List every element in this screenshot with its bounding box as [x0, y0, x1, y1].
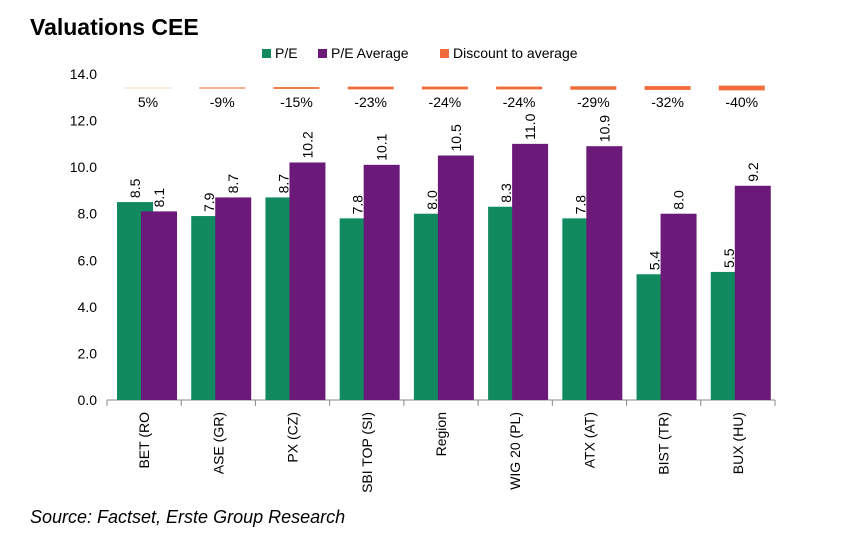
y-tick-label: 12.0	[70, 113, 97, 129]
legend-marker	[318, 49, 327, 58]
value-label: 8.0	[424, 190, 440, 210]
discount-label: -32%	[651, 94, 684, 110]
source: Source: Factset, Erste Group Research	[30, 507, 345, 527]
discount-mark	[644, 86, 691, 90]
value-label: 5.4	[647, 251, 663, 271]
value-label: 10.9	[596, 115, 612, 142]
bar	[437, 155, 474, 400]
value-label: 7.8	[350, 195, 366, 215]
value-label: 11.0	[522, 113, 538, 139]
bar	[141, 211, 177, 400]
value-label: 8.5	[127, 178, 143, 198]
bar	[734, 185, 771, 400]
legend-marker	[440, 49, 449, 58]
value-label: 5.5	[721, 248, 737, 268]
discount-label: -40%	[725, 94, 758, 110]
value-label: 8.0	[671, 190, 687, 210]
value-label: 8.7	[225, 174, 241, 194]
discount-label: -24%	[503, 94, 536, 110]
x-tick-label: ATX (AT)	[581, 412, 597, 468]
discount-mark	[125, 87, 171, 89]
x-tick-label: ASE (GR)	[210, 412, 226, 474]
value-label: 8.1	[151, 188, 167, 208]
y-tick-label: 10.0	[70, 159, 97, 175]
x-tick-label: BET (RO	[136, 412, 152, 469]
y-tick-label: 8.0	[78, 206, 98, 222]
bar	[215, 197, 252, 400]
discount-mark	[273, 87, 320, 89]
x-tick-label: SBI TOP (SI)	[359, 412, 375, 493]
discount-label: -23%	[354, 94, 387, 110]
y-tick-label: 6.0	[78, 252, 98, 268]
legend-label: Discount to average	[453, 45, 578, 61]
value-label: 7.9	[201, 192, 217, 212]
chart-title: Valuations CEE	[30, 14, 199, 40]
x-tick-label: WIG 20 (PL)	[507, 412, 523, 490]
bar	[363, 164, 400, 400]
discount-label: -29%	[577, 94, 610, 110]
bar	[289, 162, 326, 400]
y-tick-label: 4.0	[78, 299, 98, 315]
y-tick-label: 14.0	[70, 66, 97, 82]
discount-label: -15%	[280, 94, 313, 110]
x-tick-label: Region	[433, 412, 449, 456]
bar	[512, 143, 549, 400]
legend-label: P/E Average	[331, 45, 409, 61]
discount-mark	[347, 86, 394, 90]
bar	[660, 213, 697, 400]
legend-marker	[262, 49, 271, 58]
discount-mark	[199, 87, 246, 89]
value-label: 8.3	[498, 183, 514, 203]
legend-label: P/E	[275, 45, 298, 61]
y-tick-label: 2.0	[78, 345, 98, 361]
y-tick-label: 0.0	[78, 392, 98, 408]
value-label: 9.2	[745, 162, 761, 182]
discount-mark	[570, 86, 617, 90]
value-label: 7.8	[572, 195, 588, 215]
bar	[586, 146, 623, 400]
discount-mark	[496, 86, 543, 90]
discount-label: -24%	[429, 94, 462, 110]
discount-mark	[718, 85, 765, 91]
value-label: 8.7	[275, 174, 291, 194]
x-tick-label: BIST (TR)	[656, 412, 672, 475]
discount-label: -9%	[210, 94, 235, 110]
x-tick-label: BUX (HU)	[730, 412, 746, 474]
value-label: 10.5	[448, 124, 464, 151]
discount-label: 5%	[138, 94, 158, 110]
x-tick-label: PX (CZ)	[285, 412, 301, 463]
value-label: 10.2	[299, 131, 315, 158]
discount-mark	[421, 86, 468, 90]
value-label: 10.1	[374, 133, 390, 160]
